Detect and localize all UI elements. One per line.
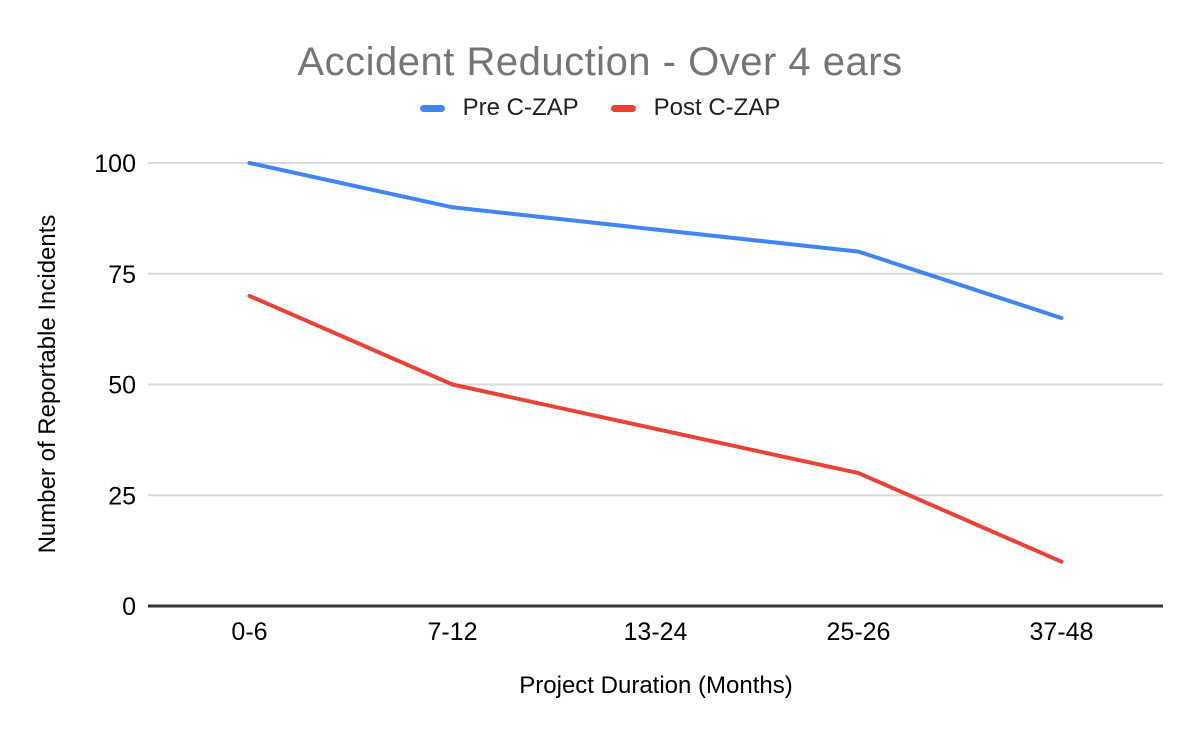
x-tick-label: 25-26 xyxy=(827,618,891,646)
legend-swatch-post-c-zap-icon xyxy=(610,104,636,112)
x-tick-label: 0-6 xyxy=(231,618,267,646)
y-tick-label: 75 xyxy=(108,261,136,289)
legend-swatch-pre-c-zap-icon xyxy=(419,104,445,112)
series-line-post-c-zap xyxy=(247,293,1064,564)
x-tick-label: 37-48 xyxy=(1030,618,1094,646)
legend-label-post-c-zap: Post C-ZAP xyxy=(653,94,781,121)
y-tick-label: 25 xyxy=(108,482,136,510)
y-tick-label: 0 xyxy=(122,593,136,621)
x-tick-label: 13-24 xyxy=(624,618,688,646)
legend: Pre C-ZAP Post C-ZAP xyxy=(0,94,1200,122)
legend-item-post-c-zap: Post C-ZAP xyxy=(610,94,781,122)
chart-title: Accident Reduction - Over 4 ears xyxy=(297,40,903,84)
legend-item-pre-c-zap: Pre C-ZAP xyxy=(419,94,579,122)
legend-label-pre-c-zap: Pre C-ZAP xyxy=(462,94,579,121)
series-line-pre-c-zap xyxy=(247,161,1064,321)
x-tick-label: 7-12 xyxy=(427,618,477,646)
y-tick-label: 50 xyxy=(108,372,136,400)
y-tick-label: 100 xyxy=(94,150,136,178)
x-axis-title: Project Duration (Months) xyxy=(519,672,793,699)
